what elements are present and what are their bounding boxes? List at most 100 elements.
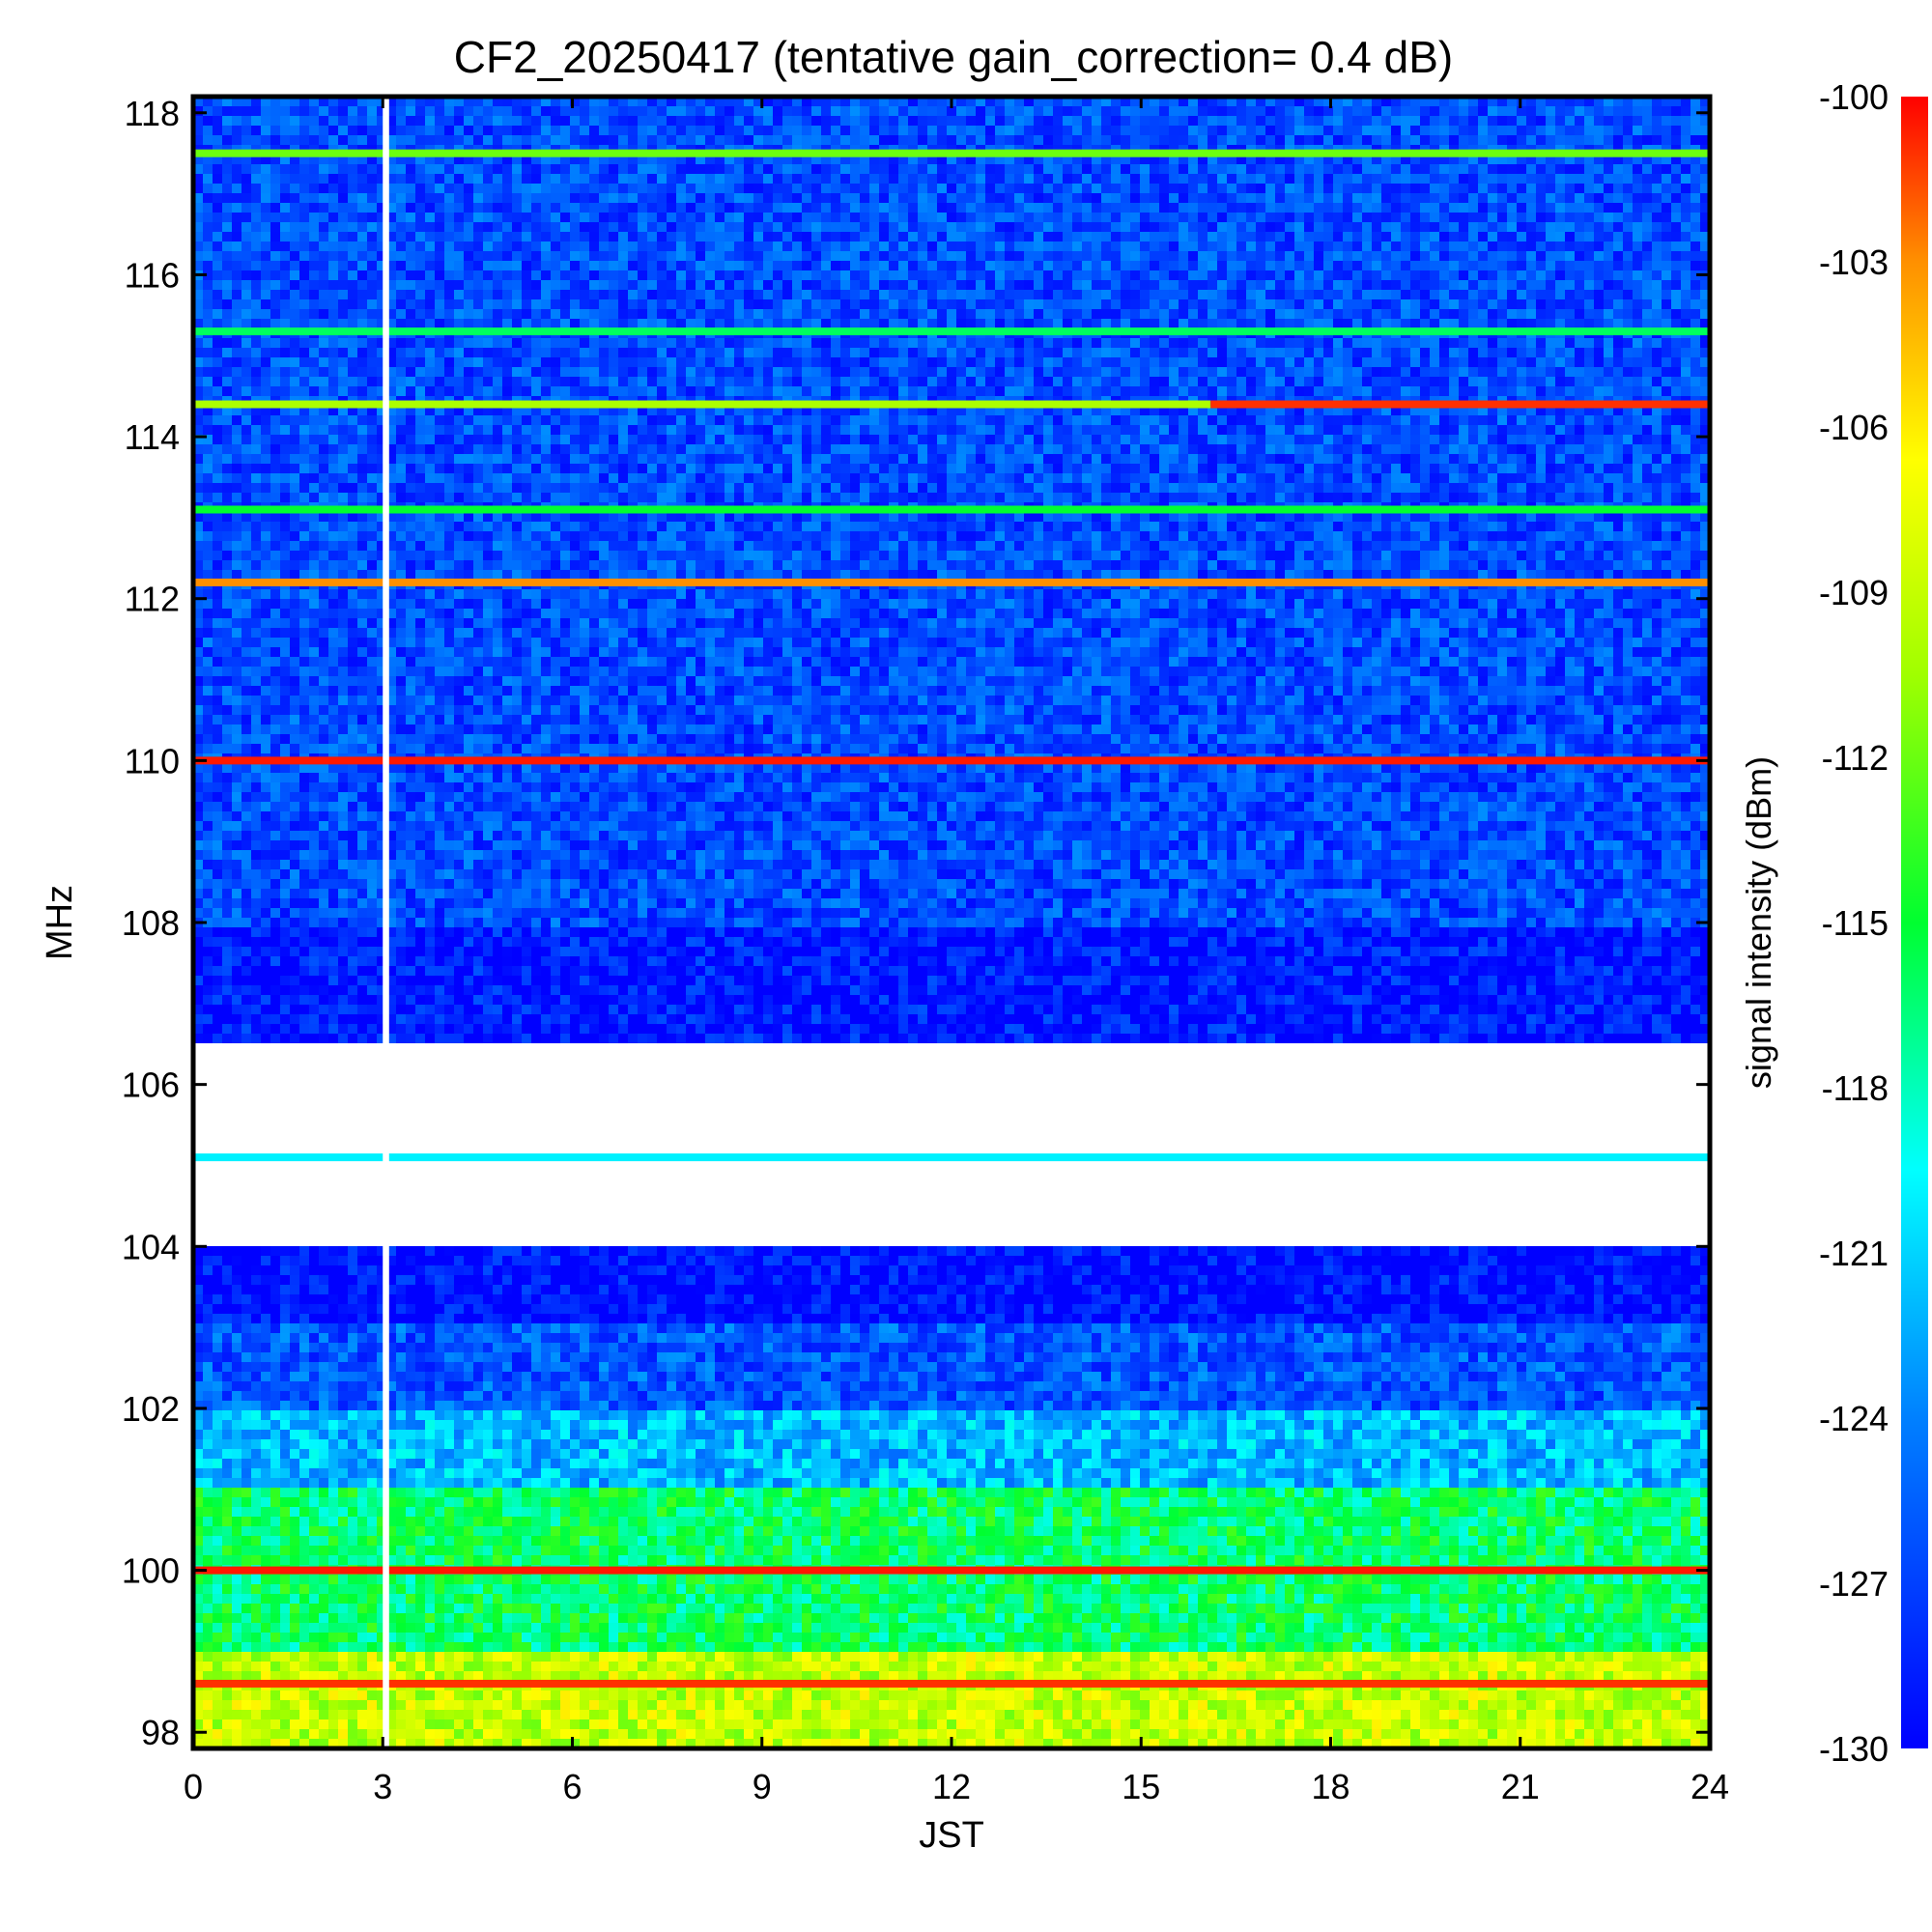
heatmap-cell	[1584, 242, 1594, 251]
heatmap-cell	[956, 386, 966, 396]
heatmap-cell	[638, 106, 647, 116]
heatmap-cell	[821, 242, 831, 251]
heatmap-cell	[415, 290, 425, 299]
heatmap-cell	[493, 270, 502, 280]
heatmap-cell	[918, 319, 927, 328]
heatmap-cell	[1623, 164, 1633, 174]
heatmap-cell	[1497, 106, 1507, 116]
heatmap-cell	[1652, 251, 1662, 261]
heatmap-cell	[715, 319, 724, 328]
heatmap-cell	[628, 290, 638, 299]
heatmap-cell	[1594, 290, 1604, 299]
heatmap-cell	[1014, 126, 1024, 135]
heatmap-cell	[1121, 232, 1130, 242]
heatmap-cell	[580, 309, 589, 319]
heatmap-cell	[213, 232, 222, 242]
heatmap-cell	[348, 386, 357, 396]
heatmap-cell	[270, 97, 280, 106]
heatmap-cell	[309, 174, 319, 184]
heatmap-cell	[995, 242, 1005, 251]
heatmap-cell	[792, 126, 802, 135]
heatmap-cell	[1304, 348, 1314, 357]
heatmap-cell	[1555, 309, 1565, 319]
heatmap-cell	[889, 155, 898, 164]
heatmap-cell	[879, 164, 889, 174]
heatmap-cell	[261, 135, 270, 145]
heatmap-cell	[551, 174, 560, 184]
heatmap-cell	[1188, 174, 1198, 184]
heatmap-cell	[918, 280, 927, 290]
heatmap-cell	[1459, 290, 1468, 299]
heatmap-cell	[560, 357, 570, 367]
heatmap-cell	[299, 357, 309, 367]
heatmap-cell	[1082, 126, 1092, 135]
heatmap-cell	[1420, 377, 1430, 386]
heatmap-cell	[1681, 377, 1690, 386]
heatmap-cell	[609, 290, 618, 299]
heatmap-cell	[1314, 242, 1323, 251]
heatmap-cell	[753, 164, 763, 174]
heatmap-cell	[541, 242, 551, 251]
heatmap-cell	[1304, 299, 1314, 309]
heatmap-cell	[232, 126, 242, 135]
heatmap-cell	[1063, 222, 1072, 232]
heatmap-cell	[1536, 213, 1546, 222]
heatmap-cell	[1546, 348, 1555, 357]
heatmap-cell	[696, 164, 705, 174]
heatmap-cell	[1517, 203, 1526, 213]
heatmap-cell	[1285, 193, 1294, 203]
heatmap-cell	[1565, 242, 1575, 251]
heatmap-cell	[1140, 184, 1150, 193]
heatmap-cell	[1024, 299, 1034, 309]
heatmap-cell	[1662, 338, 1671, 348]
heatmap-cell	[773, 164, 782, 174]
heatmap-cell	[937, 270, 947, 280]
heatmap-cell	[261, 309, 270, 319]
heatmap-cell	[1497, 203, 1507, 213]
heatmap-cell	[522, 367, 531, 377]
heatmap-cell	[1652, 367, 1662, 377]
heatmap-cell	[1314, 126, 1323, 135]
heatmap-cell	[319, 193, 328, 203]
heatmap-cell	[898, 97, 908, 106]
heatmap-cell	[831, 319, 840, 328]
heatmap-cell	[937, 184, 947, 193]
heatmap-cell	[831, 135, 840, 145]
heatmap-cell	[1227, 135, 1236, 145]
heatmap-cell	[280, 184, 290, 193]
heatmap-cell	[1575, 251, 1584, 261]
heatmap-cell	[522, 338, 531, 348]
heatmap-cell	[1449, 126, 1459, 135]
heatmap-cell	[396, 280, 406, 290]
heatmap-cell	[1227, 116, 1236, 126]
heatmap-cell	[1208, 155, 1217, 164]
heatmap-cell	[299, 319, 309, 328]
heatmap-cell	[1430, 386, 1439, 396]
heatmap-cell	[1043, 242, 1053, 251]
heatmap-cell	[1072, 280, 1082, 290]
heatmap-cell	[1333, 386, 1343, 396]
heatmap-cell	[782, 164, 792, 174]
heatmap-cell	[1063, 348, 1072, 357]
heatmap-cell	[1005, 377, 1014, 386]
heatmap-cell	[1449, 242, 1459, 251]
heatmap-cell	[947, 106, 956, 116]
heatmap-cell	[299, 309, 309, 319]
heatmap-cell	[976, 135, 985, 145]
heatmap-cell	[1246, 155, 1256, 164]
heatmap-cell	[831, 164, 840, 174]
heatmap-cell	[879, 319, 889, 328]
heatmap-cell	[705, 299, 715, 309]
heatmap-cell	[1150, 386, 1159, 396]
heatmap-cell	[1623, 184, 1633, 193]
heatmap-cell	[483, 270, 493, 280]
heatmap-cell	[290, 174, 299, 184]
heatmap-cell	[522, 174, 531, 184]
heatmap-cell	[1140, 338, 1150, 348]
heatmap-cell	[309, 386, 319, 396]
heatmap-cell	[1343, 116, 1352, 126]
heatmap-cell	[1314, 222, 1323, 232]
heatmap-cell	[1565, 232, 1575, 242]
heatmap-cell	[377, 106, 386, 116]
heatmap-cell	[1159, 106, 1169, 116]
